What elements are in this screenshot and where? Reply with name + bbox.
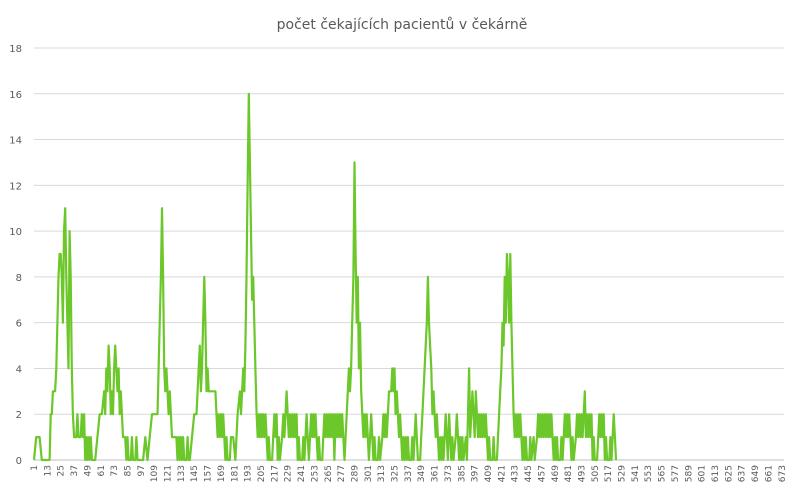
x-tick-label: 421 — [497, 465, 507, 482]
x-tick-label: 85 — [123, 465, 133, 476]
x-tick-label: 637 — [738, 465, 748, 482]
chart-title: počet čekajících pacientů v čekárně — [277, 17, 528, 33]
y-tick-label: 0 — [16, 456, 22, 467]
x-tick-label: 673 — [778, 465, 788, 482]
x-tick-label: 265 — [324, 465, 334, 482]
x-tick-label: 205 — [257, 465, 267, 482]
x-tick-label: 409 — [484, 465, 494, 482]
x-tick-label: 325 — [391, 465, 401, 482]
x-tick-label: 661 — [764, 465, 774, 482]
x-tick-label: 349 — [417, 465, 427, 482]
y-axis-ticks: 0 2 4 6 8 10 12 14 16 18 — [9, 44, 22, 467]
x-tick-label: 169 — [217, 465, 227, 482]
x-tick-label: 217 — [270, 465, 280, 482]
x-tick-label: 565 — [658, 465, 668, 482]
x-tick-label: 373 — [444, 465, 454, 482]
x-tick-label: 241 — [297, 465, 307, 482]
x-tick-label: 433 — [511, 465, 521, 482]
x-axis-ticks: 1 13 25 37 49 61 73 85 97 109 121 133 145 157 169 181 19… — [30, 465, 788, 482]
x-tick-label: 601 — [698, 465, 708, 482]
x-tick-label: 109 — [150, 465, 160, 482]
x-tick-label: 121 — [164, 465, 174, 482]
x-tick-label: 61 — [97, 465, 107, 476]
series-line-0 — [32, 92, 618, 462]
x-tick-label: 133 — [177, 465, 187, 482]
x-tick-label: 25 — [57, 465, 67, 476]
x-tick-label: 229 — [284, 465, 294, 482]
x-tick-label: 445 — [524, 465, 534, 482]
x-tick-label: 145 — [190, 465, 200, 482]
y-tick-label: 8 — [16, 273, 22, 284]
x-tick-label: 457 — [537, 465, 547, 482]
x-tick-label: 13 — [43, 465, 53, 476]
y-tick-label: 6 — [16, 319, 22, 330]
x-tick-label: 397 — [471, 465, 481, 482]
x-tick-label: 97 — [137, 465, 147, 476]
x-tick-label: 385 — [457, 465, 467, 482]
y-tick-label: 12 — [9, 181, 22, 192]
y-tick-label: 4 — [16, 364, 22, 375]
x-tick-label: 1 — [30, 465, 40, 471]
x-tick-label: 49 — [83, 465, 93, 477]
x-tick-label: 277 — [337, 465, 347, 482]
x-tick-label: 193 — [244, 465, 254, 482]
grid-lines — [34, 47, 784, 461]
x-tick-label: 505 — [591, 465, 601, 482]
x-tick-label: 181 — [230, 465, 240, 482]
y-tick-label: 14 — [9, 136, 22, 147]
x-tick-label: 493 — [577, 465, 587, 482]
y-tick-label: 16 — [9, 90, 22, 101]
x-tick-label: 541 — [631, 465, 641, 482]
x-tick-label: 469 — [551, 465, 561, 482]
x-tick-label: 613 — [711, 465, 721, 482]
x-tick-label: 313 — [377, 465, 387, 482]
x-tick-label: 73 — [110, 465, 120, 476]
x-tick-label: 553 — [644, 465, 654, 482]
x-tick-label: 301 — [364, 465, 374, 482]
x-tick-label: 625 — [724, 465, 734, 482]
x-tick-label: 529 — [618, 465, 628, 482]
x-tick-label: 361 — [431, 465, 441, 482]
y-tick-label: 2 — [16, 410, 22, 421]
series-layer — [32, 92, 618, 462]
x-tick-label: 157 — [204, 465, 214, 482]
x-tick-label: 481 — [564, 465, 574, 482]
y-tick-label: 18 — [9, 44, 22, 55]
x-tick-label: 37 — [70, 465, 80, 476]
x-tick-label: 253 — [310, 465, 320, 482]
x-tick-label: 337 — [404, 465, 414, 482]
x-tick-label: 577 — [671, 465, 681, 482]
y-tick-label: 10 — [9, 227, 22, 238]
x-tick-label: 517 — [604, 465, 614, 482]
x-tick-label: 289 — [350, 465, 360, 482]
x-tick-label: 649 — [751, 465, 761, 482]
x-tick-label: 589 — [684, 465, 694, 482]
